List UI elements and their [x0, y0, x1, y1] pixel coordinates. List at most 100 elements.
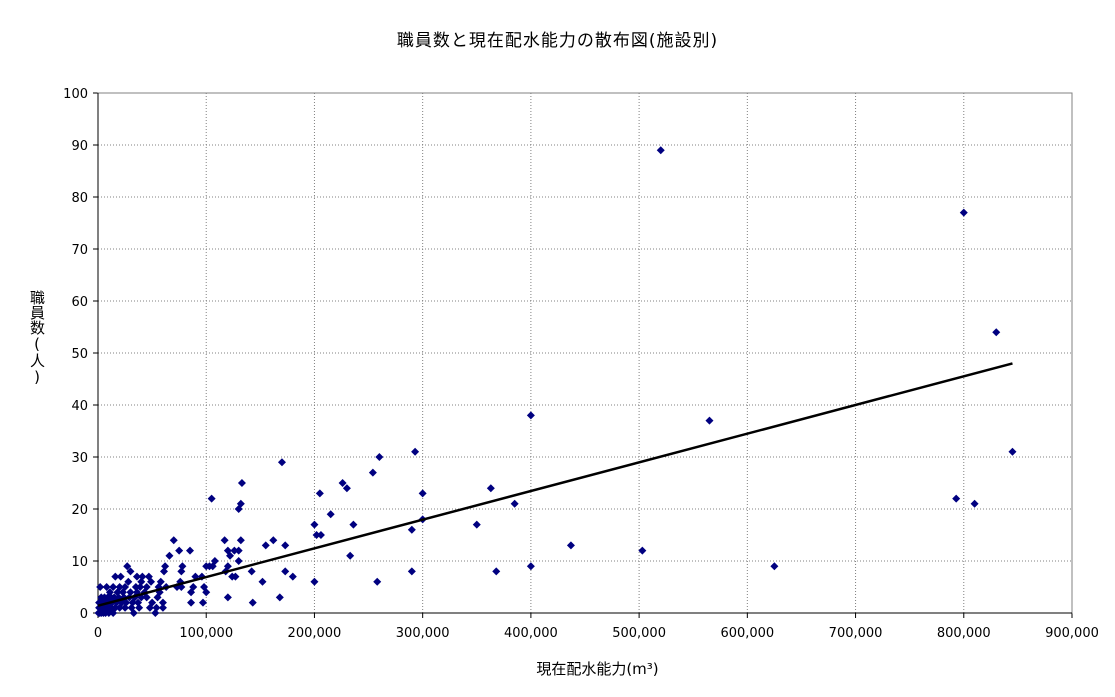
- data-point: [258, 577, 267, 586]
- x-tick-label: 900,000: [1045, 626, 1099, 641]
- y-tick-labels: 0 10 20 30 40 50 60 70 80 90 100: [63, 87, 88, 622]
- data-point: [638, 546, 647, 555]
- trendline: [97, 362, 1013, 607]
- data-point: [111, 572, 120, 581]
- data-point: [375, 453, 384, 461]
- x-tick-labels: 0 100,000 200,000 300,000 400,000 500,000 600,…: [94, 626, 1099, 641]
- data-point: [187, 588, 196, 597]
- data-point: [346, 551, 355, 560]
- data-point: [144, 572, 153, 581]
- data-point: [312, 531, 321, 539]
- x-axis-label: 現在配水能力(m³): [536, 660, 659, 678]
- data-point: [175, 546, 184, 555]
- data-point: [198, 598, 207, 607]
- data-point: [992, 328, 1001, 337]
- data-point: [237, 479, 246, 487]
- data-point: [510, 499, 519, 508]
- data-point: [134, 598, 143, 607]
- data-point: [316, 531, 325, 539]
- x-tick-label: 700,000: [829, 626, 883, 641]
- data-point: [234, 557, 243, 565]
- x-tick-label: 400,000: [504, 626, 558, 641]
- data-point: [165, 551, 174, 560]
- chart-title: 職員数と現在配水能力の散布図(施設別): [396, 31, 719, 51]
- x-tick-label: 800,000: [937, 626, 991, 641]
- data-point: [178, 562, 187, 571]
- x-tick-label: 100,000: [179, 626, 233, 641]
- data-point: [126, 567, 135, 576]
- data-point: [124, 577, 133, 586]
- grid-lines: [98, 92, 1073, 613]
- data-point: [185, 546, 194, 555]
- data-point: [234, 505, 243, 513]
- data-point: [230, 546, 239, 555]
- data-point: [136, 583, 145, 591]
- data-point: [228, 572, 237, 581]
- data-point: [202, 562, 211, 571]
- data-point: [236, 536, 245, 545]
- data-point: [169, 536, 178, 545]
- x-tick-label: 600,000: [720, 626, 774, 641]
- data-point: [161, 562, 170, 571]
- data-point: [326, 510, 335, 519]
- data-point: [123, 562, 132, 571]
- data-point: [138, 572, 147, 581]
- data-point: [128, 598, 137, 607]
- data-point: [472, 520, 481, 529]
- data-point: [368, 468, 377, 477]
- data-point: [310, 520, 319, 529]
- data-point: [102, 583, 111, 591]
- data-point: [158, 598, 167, 607]
- data-point: [135, 603, 144, 612]
- x-tick-label: 500,000: [612, 626, 666, 641]
- data-point: [959, 208, 968, 217]
- y-tick-label: 40: [71, 399, 88, 414]
- data-point: [261, 541, 270, 550]
- y-tick-label: 20: [71, 503, 88, 518]
- data-point: [109, 583, 118, 591]
- data-point: [145, 603, 154, 612]
- x-tick-label: 300,000: [396, 626, 450, 641]
- data-point: [177, 567, 186, 576]
- trendline-line: [97, 362, 1013, 607]
- data-point: [131, 583, 140, 591]
- data-point: [223, 546, 232, 555]
- data-point: [970, 499, 979, 508]
- data-point: [342, 484, 351, 493]
- y-tick-label: 60: [71, 295, 88, 310]
- data-point: [247, 567, 256, 576]
- data-point: [234, 546, 243, 555]
- data-points: [94, 146, 1017, 617]
- data-point: [1008, 447, 1017, 456]
- data-point: [158, 603, 167, 612]
- y-tick-label: 50: [71, 347, 88, 362]
- data-point: [952, 494, 961, 503]
- y-tick-label: 0: [80, 607, 88, 622]
- data-point: [151, 609, 160, 617]
- data-point: [526, 411, 535, 420]
- data-point: [94, 609, 103, 617]
- data-point: [118, 588, 127, 597]
- data-point: [187, 598, 196, 607]
- data-point: [281, 541, 290, 550]
- data-point: [338, 479, 347, 487]
- data-point: [132, 572, 141, 581]
- data-point: [126, 588, 135, 597]
- data-point: [486, 484, 495, 493]
- data-point: [705, 416, 714, 425]
- data-point: [96, 583, 105, 591]
- data-point: [566, 541, 575, 550]
- y-tick-label: 70: [71, 243, 88, 258]
- data-point: [153, 593, 162, 602]
- data-point: [411, 447, 420, 456]
- y-tick-label: 100: [63, 87, 88, 102]
- data-point: [770, 562, 779, 571]
- data-point: [223, 593, 232, 602]
- data-point: [160, 567, 169, 576]
- data-point: [407, 525, 416, 534]
- x-tick-label: 200,000: [288, 626, 342, 641]
- data-point: [115, 603, 124, 612]
- data-point: [281, 567, 290, 576]
- data-point: [349, 520, 358, 529]
- data-point: [220, 536, 229, 545]
